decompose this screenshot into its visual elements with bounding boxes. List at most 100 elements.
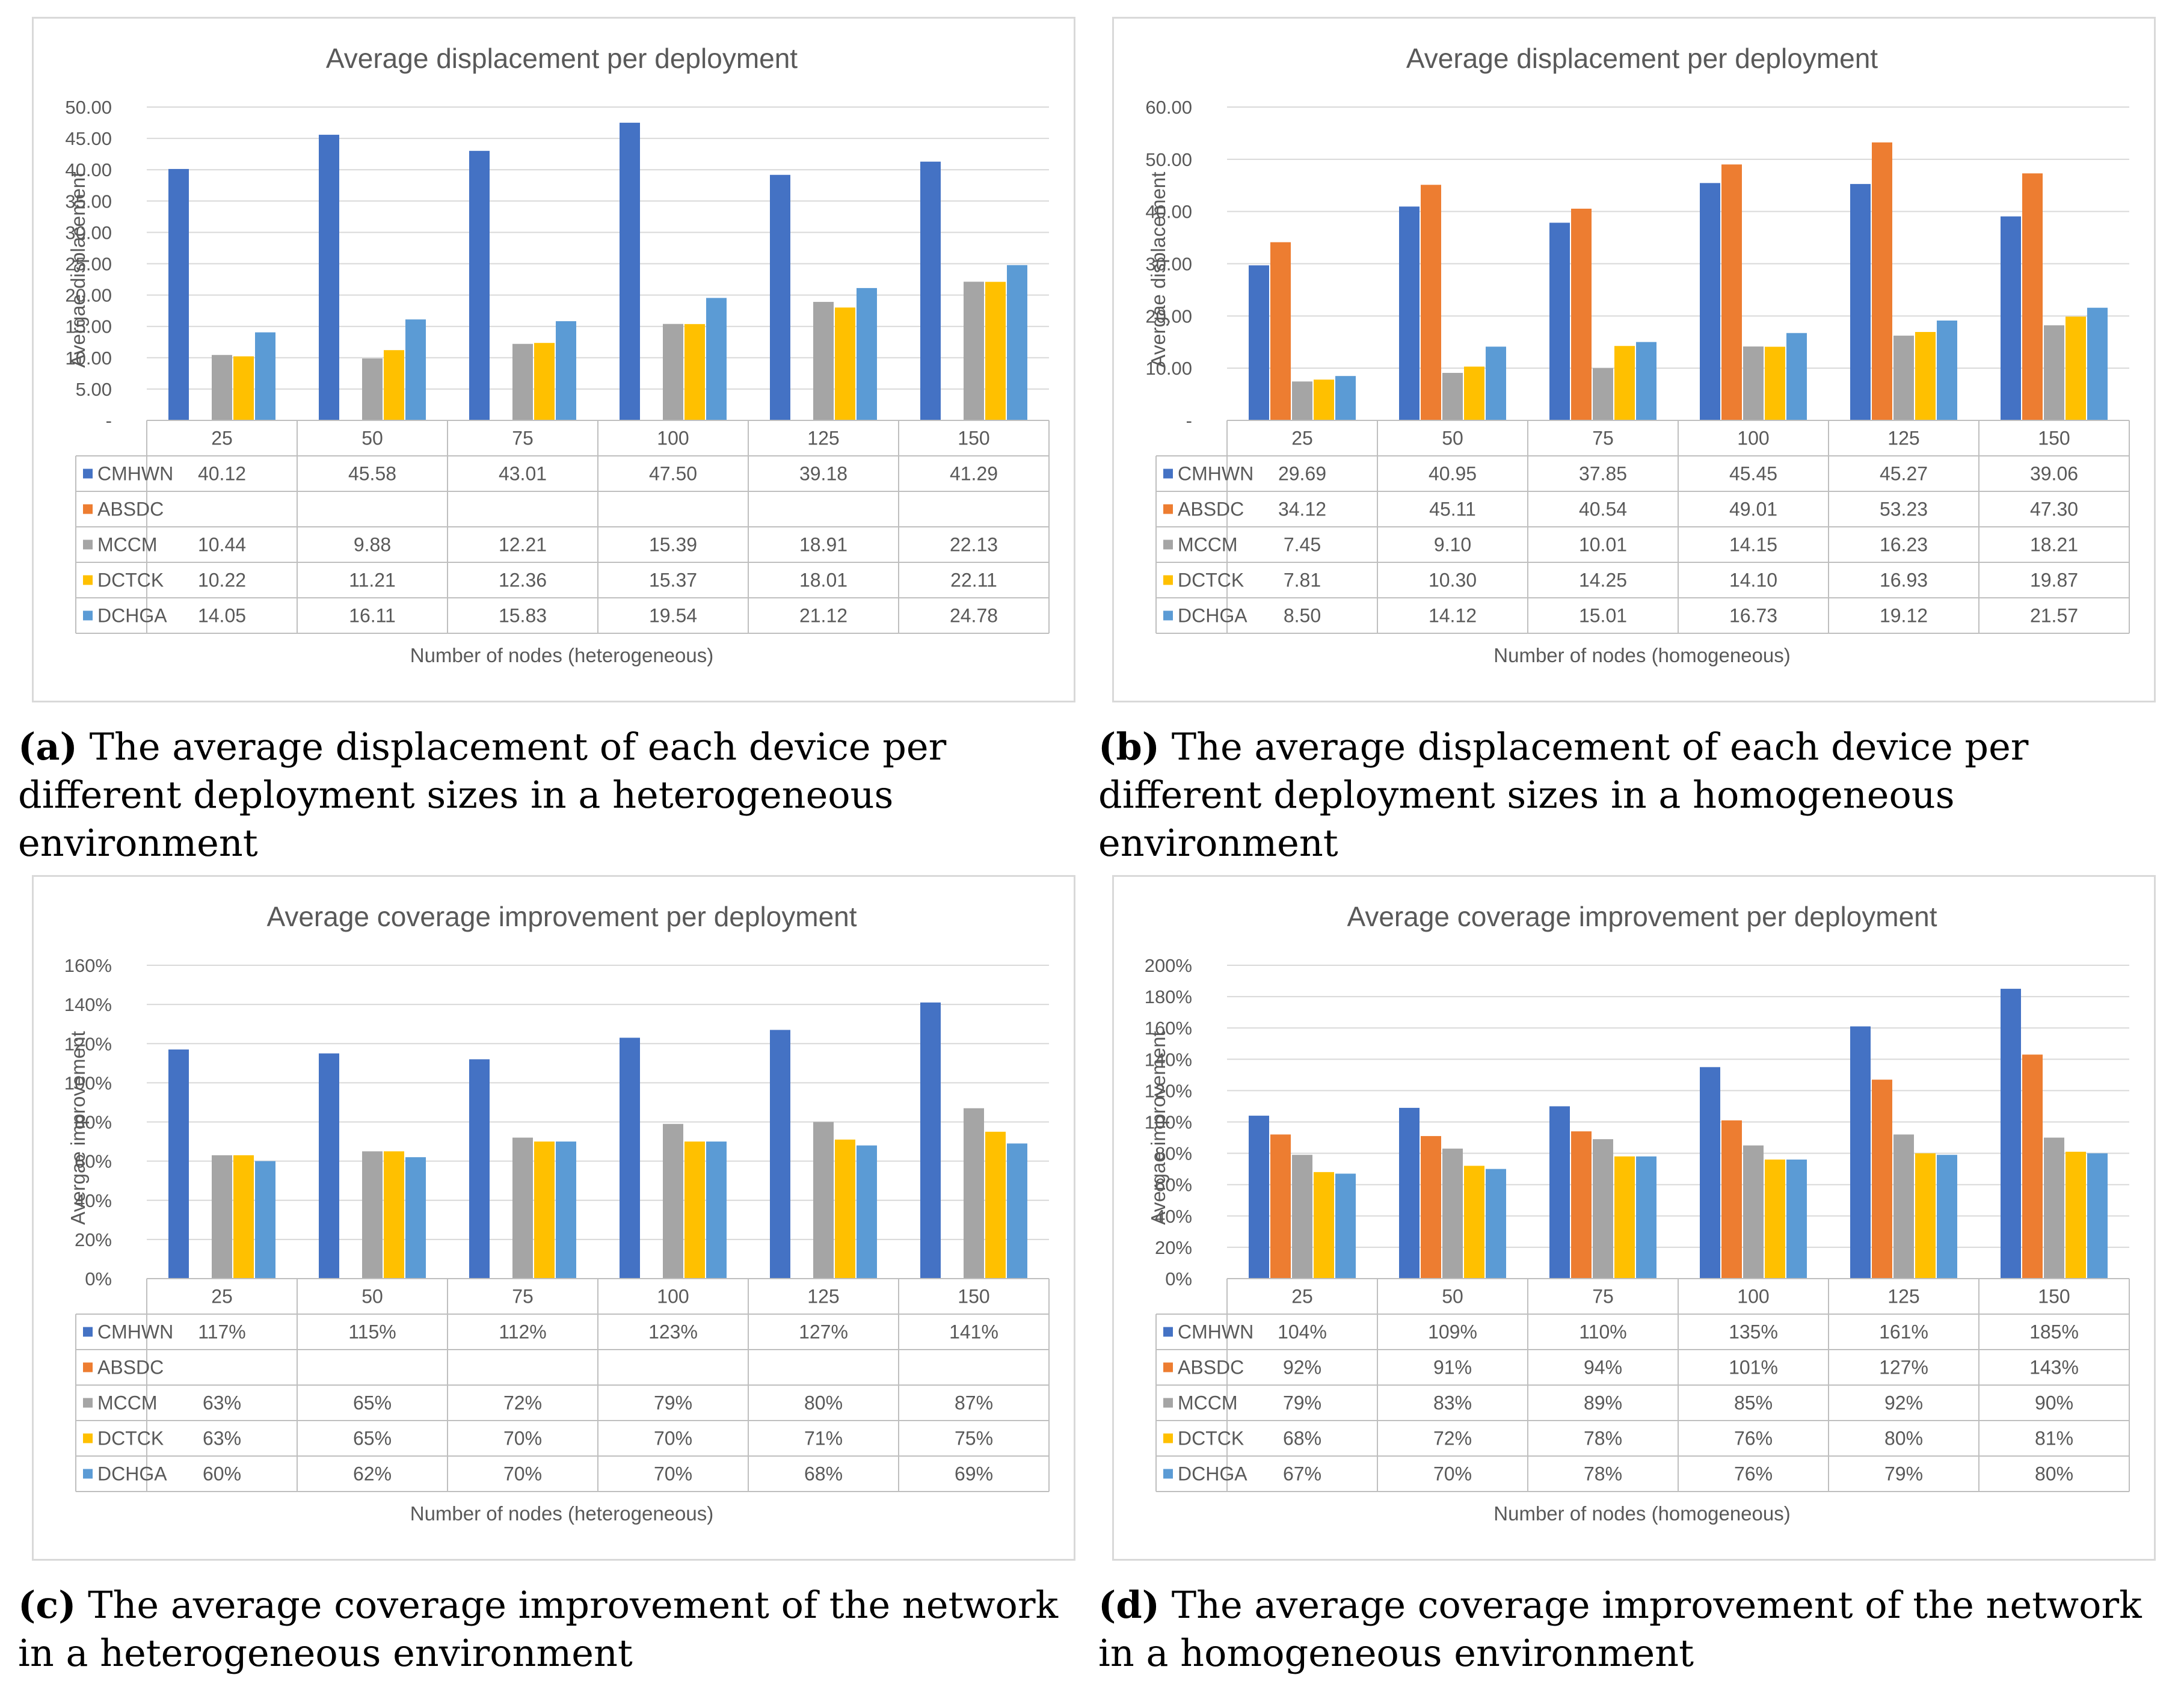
- data-label: 21.12: [799, 605, 847, 627]
- bar-cmhwn: [620, 1037, 640, 1279]
- chart-panel-b: Average displacement per deployment - 10.0…: [1112, 17, 2156, 702]
- x-tick-label: 150: [958, 1286, 989, 1307]
- y-tick-label: 25.00: [65, 254, 112, 275]
- legend-swatch-dchga: [83, 1469, 93, 1479]
- data-label: 24.78: [950, 605, 998, 627]
- data-label: 109%: [1428, 1321, 1477, 1343]
- data-label: 14.25: [1579, 570, 1627, 591]
- data-label: 19.87: [2030, 570, 2078, 591]
- data-label: 72%: [1433, 1428, 1472, 1449]
- data-label: 161%: [1879, 1321, 1928, 1343]
- legend-swatch-mccm: [83, 539, 93, 550]
- bar-dctck: [2066, 316, 2086, 420]
- data-label: 45.45: [1729, 463, 1777, 485]
- bar-mccm: [1593, 368, 1613, 420]
- y-tick-label: 200%: [1145, 955, 1192, 976]
- bar-absdc: [1872, 142, 1892, 420]
- bar-dctck: [684, 1141, 705, 1279]
- data-label: 70%: [654, 1428, 692, 1449]
- data-label: 15.01: [1579, 605, 1627, 627]
- data-label: 80%: [1884, 1428, 1923, 1449]
- bar-absdc: [1721, 1120, 1742, 1279]
- bar-mccm: [1442, 1148, 1463, 1279]
- y-tick-label: -: [1186, 410, 1192, 431]
- bar-absdc: [2022, 1054, 2043, 1279]
- data-label: 15.83: [499, 605, 547, 627]
- bar-absdc: [1270, 242, 1291, 420]
- data-label: 80%: [2035, 1463, 2073, 1485]
- data-label: 53.23: [1880, 499, 1928, 520]
- bar-dctck: [2066, 1151, 2086, 1279]
- bar-dctck: [684, 324, 705, 420]
- data-label: 22.13: [950, 534, 998, 556]
- x-tick-label: 25: [211, 1286, 233, 1307]
- data-label: 9.88: [354, 534, 391, 556]
- y-tick-label: 80%: [1155, 1143, 1192, 1164]
- data-label: 143%: [2029, 1357, 2079, 1378]
- bar-mccm: [1893, 336, 1914, 420]
- bar-mccm: [1593, 1139, 1613, 1279]
- bar-dchga: [255, 1161, 275, 1279]
- bar-cmhwn: [620, 123, 640, 421]
- x-tick-label: 25: [1291, 1286, 1313, 1307]
- bar-dchga: [706, 1141, 727, 1279]
- data-label: 14.15: [1729, 534, 1777, 556]
- bar-dchga: [706, 298, 727, 420]
- data-label: 10.44: [198, 534, 246, 556]
- caption-b: (b) The average displacement of each dev…: [1098, 723, 2175, 867]
- bar-dchga: [1636, 342, 1656, 420]
- x-axis-label: Number of nodes (homogeneous): [1493, 1502, 1790, 1525]
- bar-dctck: [534, 343, 555, 420]
- y-tick-label: 140%: [64, 994, 112, 1015]
- y-tick-label: 30.00: [1145, 254, 1192, 275]
- chart-panel-c: Average coverage improvement per deploym…: [32, 875, 1075, 1561]
- bar-dchga: [1007, 1143, 1027, 1279]
- x-tick-label: 125: [1887, 428, 1919, 449]
- bar-dchga: [405, 319, 426, 420]
- legend-label-cmhwn: CMHWN: [97, 463, 173, 485]
- legend-swatch-cmhwn: [83, 469, 93, 479]
- legend-label-cmhwn: CMHWN: [97, 1321, 173, 1343]
- y-tick-label: 160%: [1145, 1018, 1192, 1039]
- y-tick-label: 60.00: [1145, 97, 1192, 118]
- legend-swatch-dchga: [1163, 1469, 1173, 1479]
- data-label: 92%: [1283, 1357, 1321, 1378]
- bar-mccm: [1292, 381, 1312, 420]
- data-label: 12.36: [499, 570, 547, 591]
- bar-dctck: [1314, 1172, 1334, 1279]
- bar-cmhwn: [168, 168, 189, 420]
- bar-dchga: [2087, 307, 2108, 420]
- data-label: 127%: [799, 1321, 848, 1343]
- x-tick-label: 50: [1442, 1286, 1463, 1307]
- legend-swatch-cmhwn: [1163, 1327, 1173, 1337]
- data-label: 76%: [1734, 1428, 1773, 1449]
- bar-dctck: [1614, 346, 1635, 420]
- data-label: 65%: [353, 1392, 392, 1414]
- data-label: 16.93: [1880, 570, 1928, 591]
- bar-cmhwn: [319, 135, 339, 420]
- bar-absdc: [1421, 185, 1441, 420]
- bar-mccm: [212, 1155, 232, 1279]
- data-label: 76%: [1734, 1463, 1773, 1485]
- bar-dctck: [1614, 1156, 1635, 1279]
- data-label: 117%: [198, 1321, 245, 1343]
- data-label: 29.69: [1278, 463, 1326, 485]
- bar-dchga: [1636, 1156, 1656, 1279]
- bar-dchga: [556, 1141, 576, 1279]
- data-label: 45.58: [348, 463, 396, 485]
- data-label: 92%: [1884, 1392, 1923, 1414]
- y-tick-label: 10.00: [65, 348, 112, 369]
- data-label: 94%: [1584, 1357, 1622, 1378]
- bar-mccm: [663, 324, 683, 420]
- bar-mccm: [813, 301, 834, 420]
- y-tick-label: 45.00: [65, 128, 112, 149]
- bar-cmhwn: [920, 1002, 941, 1279]
- data-label: 69%: [955, 1463, 993, 1485]
- data-label: 123%: [648, 1321, 698, 1343]
- bar-dctck: [534, 1141, 555, 1279]
- bar-cmhwn: [469, 1059, 490, 1279]
- bar-absdc: [1721, 164, 1742, 420]
- chart-title: Average coverage improvement per deploym…: [266, 901, 857, 932]
- x-tick-label: 75: [512, 428, 534, 449]
- legend-label-absdc: ABSDC: [97, 499, 164, 520]
